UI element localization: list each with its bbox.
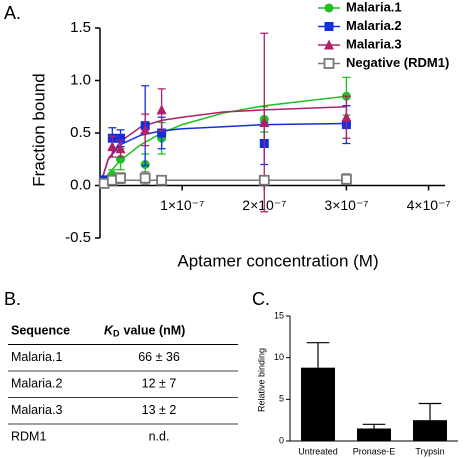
point — [156, 174, 168, 186]
header-symbol: K — [104, 324, 114, 338]
table-cell: Malaria.3 — [11, 403, 62, 417]
y-tick-label: 0.0 — [70, 176, 91, 193]
panel-label: B. — [4, 289, 21, 309]
point — [115, 172, 126, 184]
error-bar — [306, 342, 330, 368]
table-cell: 66 ± 36 — [138, 350, 180, 364]
x-axis-label: Aptamer concentration (M) — [177, 251, 378, 270]
fit-curve — [99, 95, 347, 186]
header-subscript: D — [113, 329, 120, 339]
point — [341, 173, 352, 185]
x-tick-label: 4×10⁻⁷ — [407, 197, 451, 213]
y-tick-label: 0 — [279, 435, 284, 445]
bar — [413, 420, 447, 441]
bar — [301, 367, 335, 441]
legend-label: Malaria.1 — [346, 0, 402, 14]
legend-label: Negative (RDM1) — [346, 55, 449, 70]
table-cell: Malaria.2 — [11, 377, 62, 391]
fit-curve — [99, 106, 347, 186]
table-cell: 13 ± 2 — [142, 403, 177, 417]
y-tick-label: 0.5 — [70, 124, 91, 141]
table-header: KD value (nM) — [104, 324, 185, 339]
point — [116, 133, 126, 143]
point — [259, 117, 270, 127]
y-tick-label: -0.5 — [65, 229, 91, 246]
bar — [357, 428, 391, 441]
legend-marker — [324, 39, 334, 50]
x-tick-label: Trypsin — [415, 446, 444, 456]
y-axis-label: Relative binding — [256, 348, 266, 412]
panel-label: C. — [252, 289, 270, 309]
table-cell: Malaria.1 — [11, 350, 62, 364]
header-text: value (nM) — [124, 324, 186, 338]
y-axis-label: Fraction bound — [29, 73, 48, 186]
fit-curve — [99, 122, 347, 186]
y-tick-label: 5 — [279, 394, 284, 404]
legend-marker — [324, 3, 334, 13]
point — [115, 143, 126, 154]
panel-label: A. — [4, 3, 21, 23]
point — [156, 104, 167, 115]
point — [139, 172, 151, 184]
legend-label: Malaria.2 — [346, 18, 402, 33]
legend-marker — [324, 22, 334, 31]
error-bar — [418, 402, 442, 421]
point — [258, 174, 270, 186]
x-tick-label: 3×10⁻⁷ — [324, 197, 368, 213]
legend-label: Malaria.3 — [346, 36, 402, 51]
legend-marker — [323, 58, 335, 69]
table-cell: RDM1 — [11, 430, 46, 444]
point — [341, 111, 352, 122]
y-tick-label: 15 — [274, 310, 284, 320]
y-tick-label: 10 — [274, 352, 284, 362]
x-tick-label: 1×10⁻⁷ — [160, 197, 204, 213]
x-tick-label: Pronase-E — [353, 446, 396, 456]
point — [140, 124, 151, 135]
table-header: Sequence — [11, 324, 70, 338]
error-bar — [362, 423, 386, 429]
point — [107, 141, 118, 152]
table-cell: 12 ± 7 — [142, 377, 177, 391]
point — [157, 128, 167, 138]
x-tick-label: Untreated — [298, 446, 338, 456]
y-tick-label: 1.5 — [70, 19, 91, 36]
table-cell: n.d. — [149, 430, 170, 444]
y-tick-label: 1.0 — [70, 71, 91, 88]
